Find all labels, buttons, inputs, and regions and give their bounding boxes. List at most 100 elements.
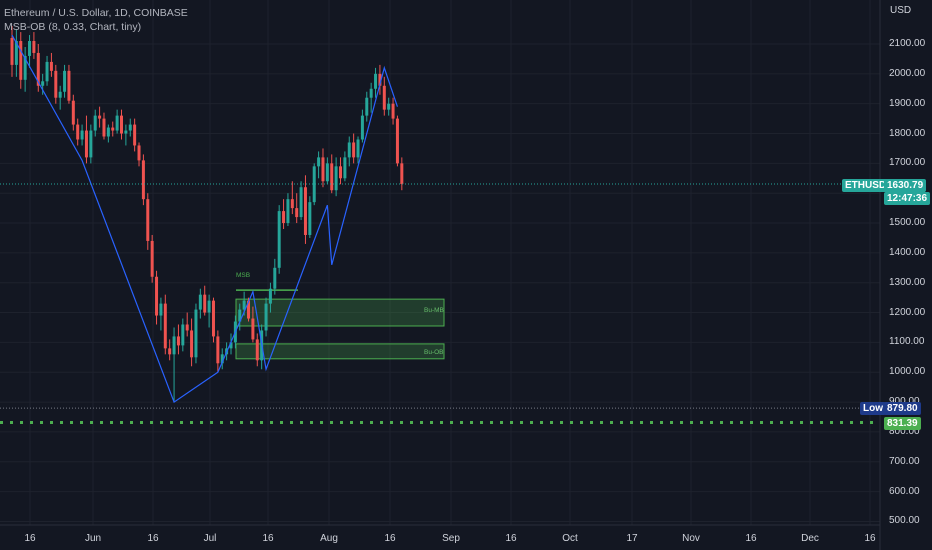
last-price-tag: 1630.79 xyxy=(884,179,927,192)
candle-body xyxy=(49,61,53,71)
candle-body xyxy=(238,309,242,322)
candle-body xyxy=(339,166,342,179)
candle-body xyxy=(198,294,202,310)
candle-body xyxy=(36,52,40,86)
price-tick: 500.00 xyxy=(889,515,920,527)
price-tick: 800.00 xyxy=(889,425,920,437)
candle-body xyxy=(150,240,154,277)
low-label-tag: Low xyxy=(860,402,886,415)
price-tick: 1300.00 xyxy=(889,276,926,288)
currency-label[interactable]: USD xyxy=(890,5,912,16)
time-tick: 17 xyxy=(626,533,638,544)
candle-body xyxy=(308,202,312,235)
candle-body xyxy=(141,160,145,200)
candle-body xyxy=(98,115,102,119)
time-tick: 16 xyxy=(384,533,396,544)
order-blocks xyxy=(235,289,445,360)
candle-body xyxy=(93,115,97,131)
candle-body xyxy=(71,100,75,125)
candle-body xyxy=(89,130,93,158)
countdown-tag: 12:47:36 xyxy=(884,192,931,205)
time-tick: Nov xyxy=(682,533,700,544)
time-tick: Dec xyxy=(801,533,819,544)
candle-body xyxy=(400,163,404,185)
zigzag-path xyxy=(11,34,399,404)
candle-body xyxy=(163,303,167,349)
price-tick: 600.00 xyxy=(889,485,920,497)
price-tick: 1000.00 xyxy=(889,366,926,378)
candle-body xyxy=(128,124,132,131)
price-tick: 700.00 xyxy=(889,455,920,467)
candle-body xyxy=(181,324,185,346)
candle-body xyxy=(273,267,277,289)
price-tick: 1800.00 xyxy=(889,127,926,139)
price-tick: 2100.00 xyxy=(889,38,926,49)
candle-body xyxy=(247,300,251,319)
candle-body xyxy=(382,85,386,110)
candle-body xyxy=(111,127,115,131)
candle-body xyxy=(176,336,180,346)
candle-body xyxy=(58,91,62,98)
candle-body xyxy=(330,163,334,191)
candle-body xyxy=(155,276,159,316)
candle-body xyxy=(277,211,281,268)
price-tick: 1500.00 xyxy=(889,217,926,229)
candle-body xyxy=(63,70,67,92)
time-tick: 16 xyxy=(24,533,36,544)
time-tick: 16 xyxy=(147,533,159,544)
candle-body xyxy=(146,199,150,241)
candle-body xyxy=(360,115,364,140)
candle-body xyxy=(299,187,303,218)
candle-body xyxy=(229,342,233,349)
time-tick: 16 xyxy=(262,533,274,544)
candle-body xyxy=(264,303,268,331)
time-tick: 16 xyxy=(745,533,757,544)
candle-body xyxy=(54,70,58,98)
low-value-tag: 879.80 xyxy=(884,402,921,415)
candle-body xyxy=(378,73,382,86)
price-tick: 900.00 xyxy=(889,396,920,407)
price-tick: 1200.00 xyxy=(889,306,926,318)
candle-body xyxy=(159,303,163,316)
candle-body xyxy=(295,208,299,218)
msb-label: MSB xyxy=(236,272,251,279)
candle-body xyxy=(282,211,286,224)
candle-body xyxy=(19,41,23,80)
candle-body xyxy=(84,130,88,158)
symbol-title[interactable]: Ethereum / U.S. Dollar, 1D, COINBASE xyxy=(4,7,188,19)
candle-body xyxy=(268,288,272,304)
zigzag-line xyxy=(11,34,399,404)
candle-body xyxy=(45,61,49,82)
candle-body xyxy=(395,118,399,164)
candle-body xyxy=(220,354,224,364)
order-block-zone xyxy=(235,343,445,360)
candle-body xyxy=(387,103,391,110)
indicator-label[interactable]: MSB-OB (8, 0.33, Chart, tiny) xyxy=(4,21,142,33)
candle-body xyxy=(14,41,18,65)
time-tick: Sep xyxy=(442,533,460,544)
price-tick: 1400.00 xyxy=(889,246,926,258)
candle-body xyxy=(120,115,123,134)
candle-body xyxy=(168,348,172,355)
candle-body xyxy=(32,41,36,53)
chart-legend: Ethereum / U.S. Dollar, 1D, COINBASE MSB… xyxy=(4,6,188,34)
candle-body xyxy=(102,118,106,137)
candle-body xyxy=(211,300,215,337)
candle-body xyxy=(23,55,27,80)
candle-body xyxy=(28,41,32,56)
candle-body xyxy=(321,157,325,182)
candle-body xyxy=(67,70,71,101)
candle-body xyxy=(369,88,373,98)
candle-body xyxy=(194,309,198,358)
candle-body xyxy=(207,300,211,313)
candle-body xyxy=(374,73,378,89)
candle-body xyxy=(106,127,110,137)
candle-body xyxy=(312,166,316,203)
candle-body xyxy=(352,142,356,158)
symbol-tag: ETHUSD xyxy=(842,179,890,192)
candle-body xyxy=(286,199,290,224)
candle-body xyxy=(185,324,189,331)
candle-body xyxy=(80,130,84,140)
time-tick: Jun xyxy=(84,533,102,544)
